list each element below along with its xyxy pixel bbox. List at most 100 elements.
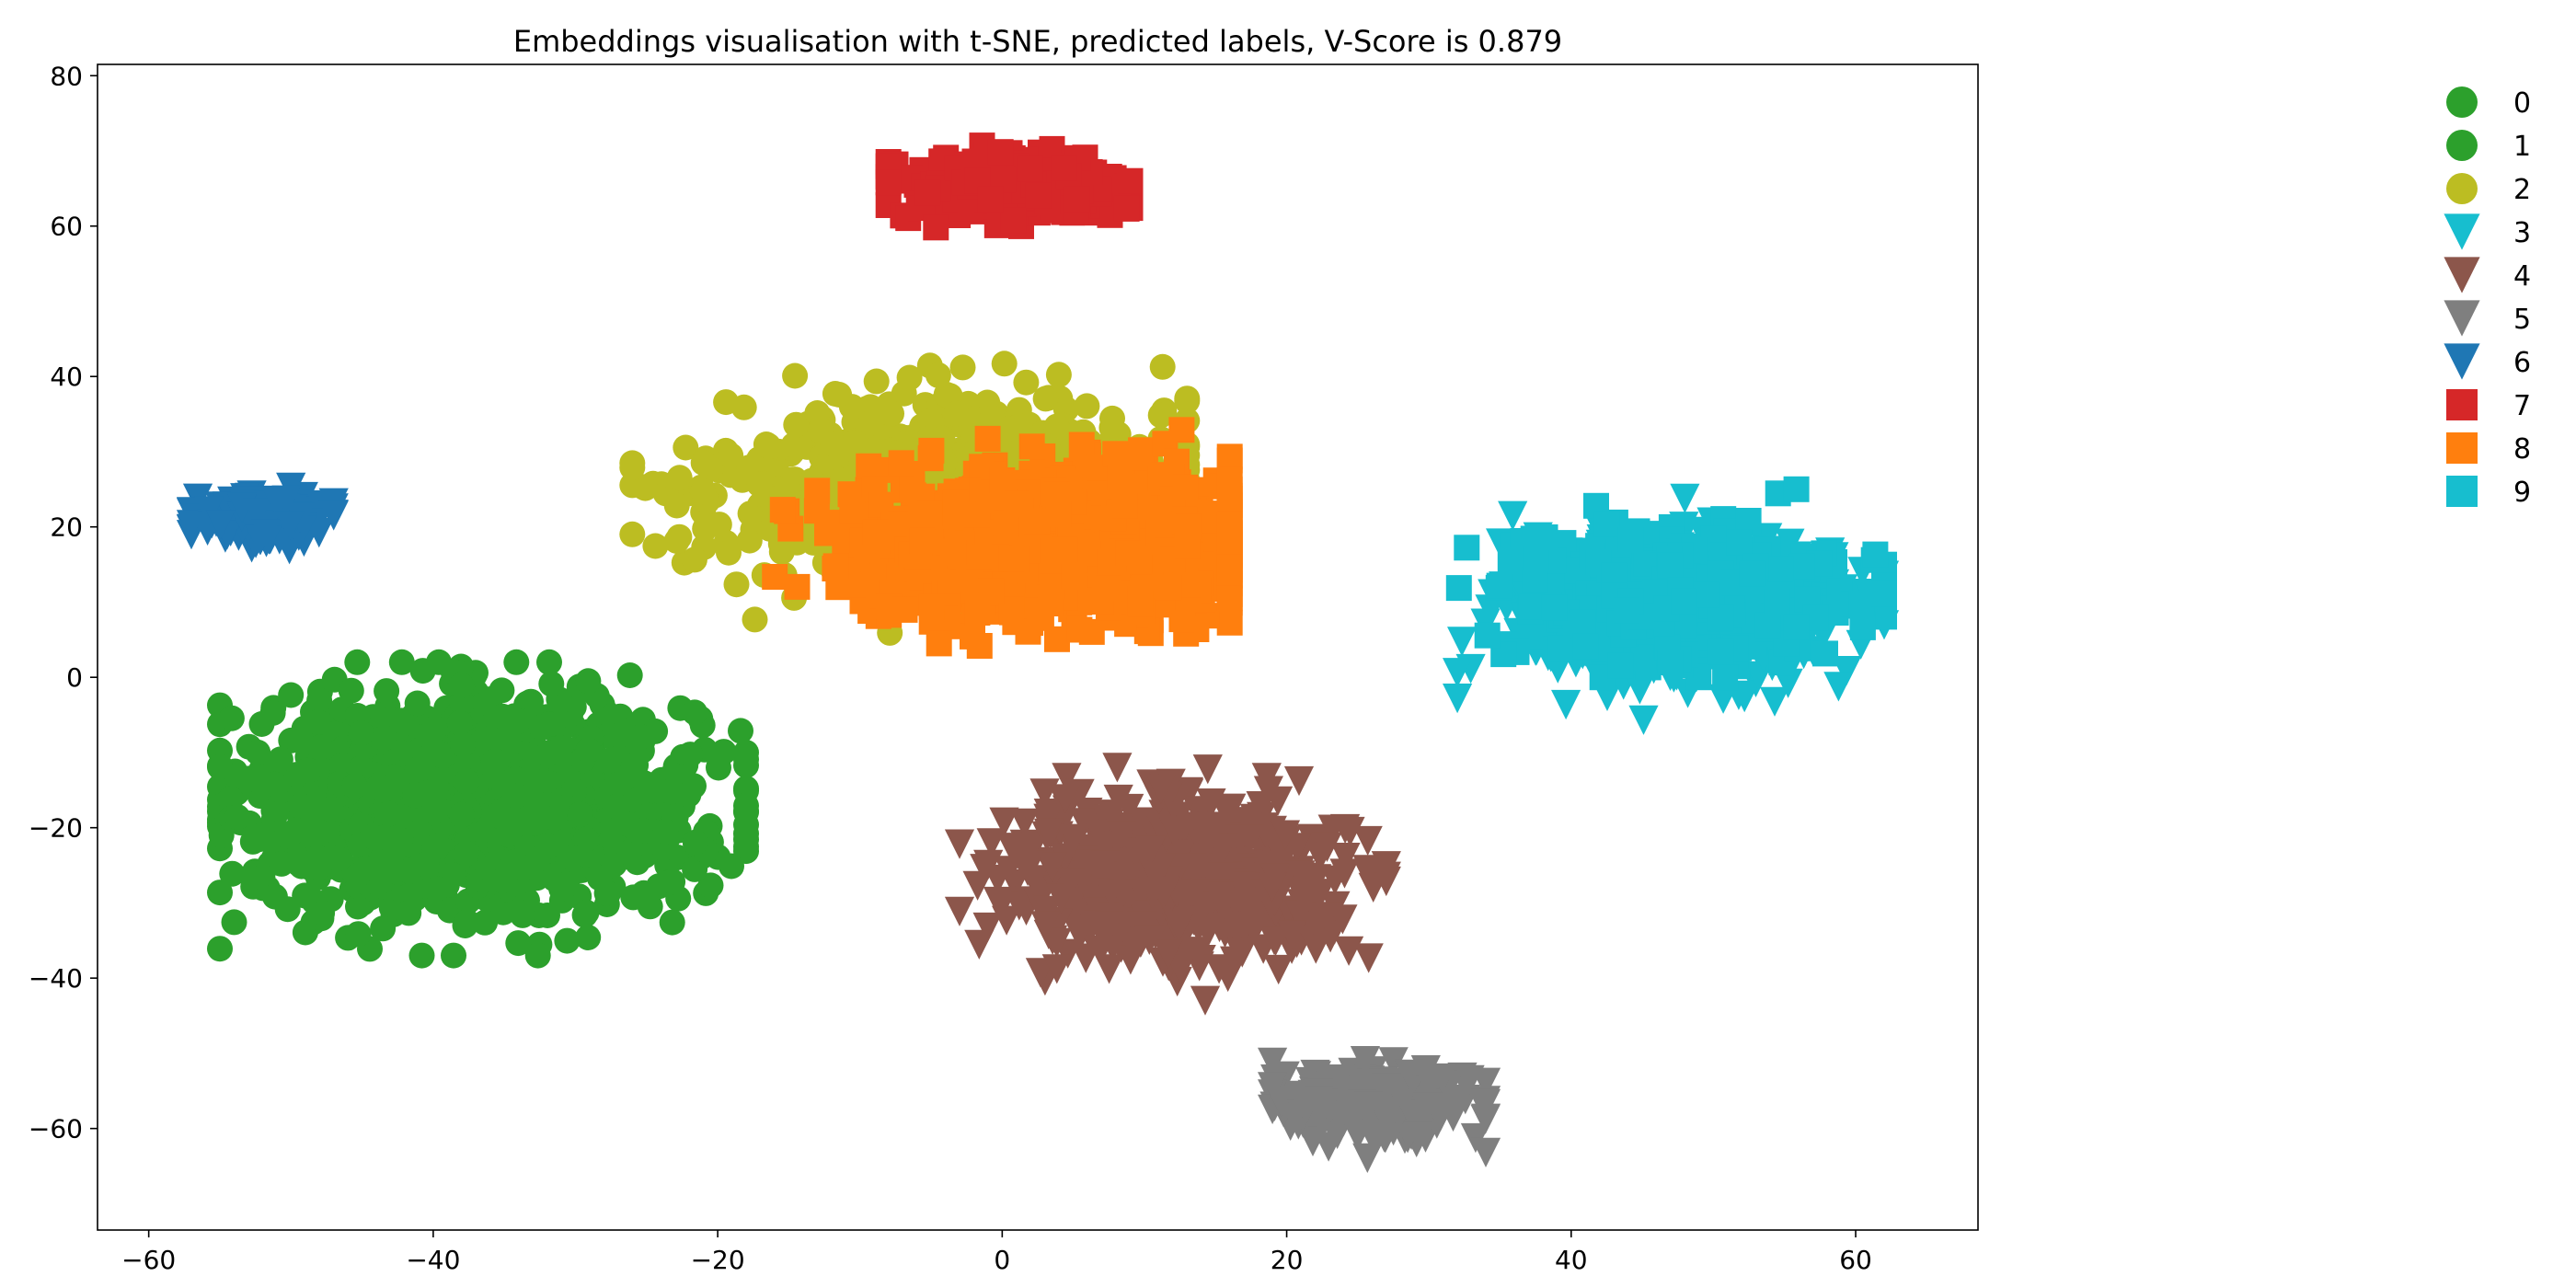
data-point-1 [219, 860, 246, 887]
data-point-1 [575, 737, 602, 764]
data-point-8 [769, 497, 796, 523]
data-point-8 [1039, 573, 1065, 600]
data-point-1 [728, 718, 753, 744]
data-point-1 [535, 903, 560, 928]
data-point-1 [571, 902, 598, 928]
data-point-1 [567, 801, 593, 828]
data-point-1 [468, 817, 495, 844]
data-point-1 [597, 829, 624, 856]
data-point-2 [755, 432, 782, 459]
data-point-2 [713, 389, 740, 416]
data-point-8 [918, 437, 945, 464]
data-point-1 [511, 855, 537, 881]
data-point-1 [294, 757, 321, 784]
data-point-1 [482, 748, 509, 775]
data-point-1 [218, 705, 245, 731]
data-point-6 [242, 498, 272, 528]
data-point-8 [926, 630, 952, 657]
data-point-7 [923, 214, 949, 241]
data-point-8 [960, 623, 985, 650]
data-point-1 [623, 752, 650, 778]
data-point-8 [784, 573, 811, 600]
data-point-7 [977, 186, 1004, 213]
data-point-2 [681, 546, 707, 573]
series-4 [944, 753, 1401, 1016]
data-point-1 [554, 927, 581, 954]
data-point-4 [944, 829, 975, 859]
data-point-1 [733, 834, 759, 860]
plot-area [176, 132, 1900, 1173]
data-point-1 [248, 822, 275, 848]
data-point-1 [408, 942, 435, 969]
data-point-6 [262, 489, 293, 519]
data-point-1 [207, 936, 233, 962]
data-point-2 [949, 354, 976, 381]
data-point-1 [528, 714, 555, 741]
data-point-5 [1314, 1132, 1344, 1162]
data-point-8 [1066, 616, 1093, 643]
data-point-6 [250, 519, 282, 549]
data-point-8 [1061, 563, 1087, 590]
data-point-1 [489, 868, 515, 894]
data-point-1 [345, 921, 372, 948]
data-point-4 [1263, 954, 1294, 985]
data-point-1 [484, 801, 511, 828]
data-point-8 [1216, 466, 1243, 493]
data-point-2 [943, 400, 970, 427]
data-point-1 [424, 876, 451, 903]
data-point-1 [224, 804, 251, 831]
data-point-4 [1353, 943, 1384, 973]
data-point-4 [1102, 753, 1133, 783]
data-point-1 [221, 909, 247, 936]
data-point-8 [1015, 618, 1041, 645]
data-point-8 [916, 500, 943, 527]
data-point-8 [1172, 474, 1199, 500]
data-point-8 [862, 519, 889, 546]
data-point-1 [267, 746, 293, 773]
data-point-1 [536, 649, 562, 675]
data-point-2 [723, 571, 750, 598]
data-point-1 [426, 649, 452, 675]
data-point-8 [1096, 575, 1121, 602]
data-point-3 [1443, 684, 1473, 714]
data-point-8 [1004, 490, 1030, 517]
data-point-1 [207, 753, 233, 780]
data-point-1 [505, 930, 532, 957]
data-point-1 [374, 678, 400, 705]
data-point-2 [619, 521, 646, 547]
data-point-8 [1018, 433, 1045, 460]
data-point-8 [998, 546, 1025, 572]
data-point-8 [1127, 591, 1154, 617]
data-point-8 [891, 596, 918, 623]
data-point-8 [1068, 431, 1095, 458]
data-point-8 [1216, 554, 1243, 581]
data-point-1 [660, 868, 686, 895]
data-point-1 [415, 722, 442, 749]
data-point-1 [396, 900, 422, 926]
series-7 [875, 132, 1144, 241]
data-point-1 [245, 739, 271, 765]
series-1 [207, 649, 759, 969]
data-point-1 [261, 883, 288, 910]
data-point-2 [826, 382, 853, 408]
data-point-8 [1102, 441, 1129, 467]
data-point-1 [306, 687, 333, 714]
data-point-8 [1216, 609, 1243, 636]
data-point-1 [317, 796, 344, 822]
data-point-2 [1074, 393, 1100, 420]
data-point-1 [352, 856, 379, 882]
data-point-2 [1098, 414, 1125, 441]
data-point-1 [404, 756, 431, 783]
data-point-1 [388, 707, 415, 734]
data-point-2 [642, 533, 669, 559]
data-point-1 [404, 690, 431, 717]
data-point-1 [610, 810, 637, 836]
data-point-8 [978, 578, 1005, 604]
data-point-1 [450, 731, 476, 758]
data-point-2 [991, 351, 1018, 377]
data-point-2 [1149, 353, 1176, 380]
data-point-1 [446, 709, 473, 736]
data-point-7 [1113, 195, 1140, 222]
series-6 [176, 472, 349, 565]
